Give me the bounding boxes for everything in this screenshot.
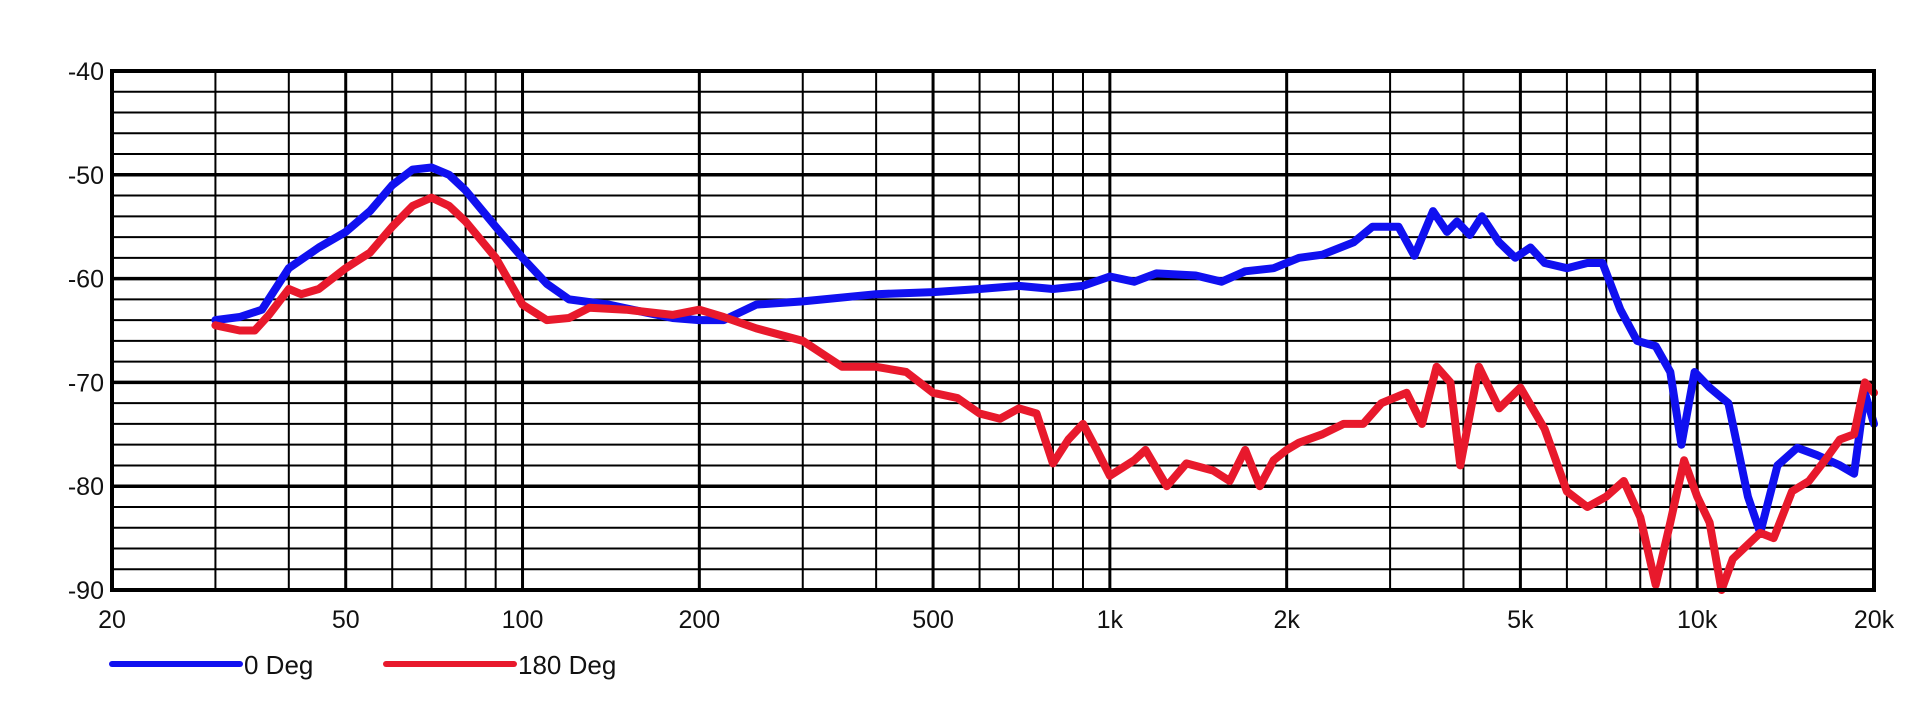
x-tick-label: 20k: [1854, 606, 1895, 634]
y-tick-label: -40: [68, 58, 104, 86]
x-tick-label: 1k: [1097, 606, 1124, 634]
y-tick-label: -70: [68, 369, 104, 397]
x-axis-ticks: 20 50 100 200 500 1k 2k 5k 10k 20k: [98, 606, 1895, 634]
legend-label-0-deg: 0 Deg: [244, 650, 313, 680]
series-line-180-deg: [211, 193, 1878, 594]
series-layer: [211, 163, 1878, 594]
x-tick-label: 10k: [1677, 606, 1718, 634]
x-tick-label: 5k: [1507, 606, 1534, 634]
x-tick-label: 20: [98, 606, 126, 634]
x-tick-label: 50: [332, 606, 360, 634]
plot-frame: [110, 69, 1876, 592]
y-tick-label: -80: [68, 473, 104, 501]
y-axis-ticks: -40 -50 -60 -70 -80 -90: [68, 58, 104, 605]
y-tick-label: -60: [68, 266, 104, 294]
x-tick-label: 200: [678, 606, 720, 634]
legend-label-180-deg: 180 Deg: [518, 650, 616, 680]
y-tick-label: -50: [68, 162, 104, 190]
series-line-0-deg: [211, 163, 1878, 537]
x-tick-label: 2k: [1273, 606, 1300, 634]
y-tick-label: -90: [68, 577, 104, 605]
legend: 0 Deg 180 Deg: [109, 650, 616, 680]
x-tick-label: 500: [912, 606, 954, 634]
x-tick-label: 100: [502, 606, 544, 634]
